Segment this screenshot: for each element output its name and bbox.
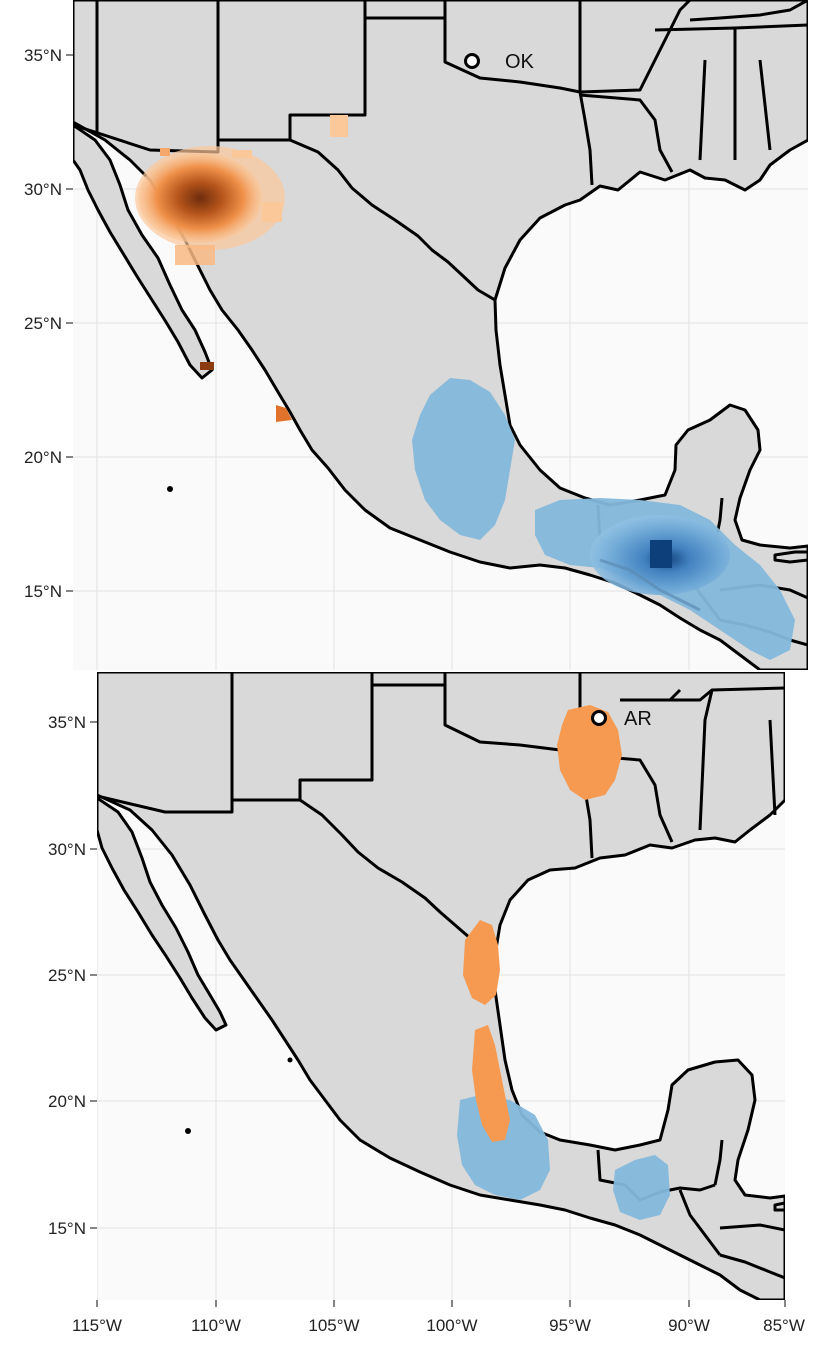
- range-orange-nayarit: [276, 405, 292, 422]
- state-label: AR: [624, 708, 652, 730]
- lon-tick-label: 85°W: [763, 1316, 805, 1335]
- range-blue-chiapas: [613, 1155, 670, 1220]
- lon-tick-label: 95°W: [549, 1316, 591, 1335]
- lat-tick-label: 20°N: [24, 448, 62, 467]
- state-label: OK: [505, 51, 535, 73]
- range-orange-tamaulipas: [463, 920, 500, 1005]
- range-orange-veracruz: [472, 1025, 510, 1142]
- lat-tick-label: 30°N: [24, 180, 62, 199]
- range-blue-top: [412, 378, 795, 660]
- islands: [185, 1057, 293, 1134]
- state-marker-ok: OK: [464, 51, 535, 73]
- lat-axis-bottom: 35°N 30°N 25°N 20°N 15°N: [48, 713, 97, 1238]
- lat-tick-label: 35°N: [48, 713, 86, 732]
- lon-tick-label: 100°W: [426, 1316, 477, 1335]
- lon-tick-label: 90°W: [668, 1316, 710, 1335]
- landmass: [97, 672, 785, 1300]
- lat-tick-label: 30°N: [48, 840, 86, 859]
- lat-tick-label: 15°N: [48, 1219, 86, 1238]
- bottom-map-panel: AR 35°N 30°N 25°N 20°N 15°N 115°W 110°W: [48, 672, 805, 1335]
- range-orange-top: [135, 115, 348, 422]
- range-orange-west-texas: [330, 115, 348, 137]
- lon-tick-label: 115°W: [72, 1316, 122, 1335]
- lon-tick-label: 105°W: [308, 1316, 359, 1335]
- state-marker-ar: AR: [591, 708, 652, 730]
- range-blue-bottom: [457, 1095, 670, 1220]
- lon-axis: 115°W 110°W 105°W 100°W 95°W 90°W 85°W: [72, 1300, 805, 1335]
- lat-tick-label: 15°N: [24, 582, 62, 601]
- range-blue-veracruz: [457, 1095, 550, 1200]
- lat-tick-label: 20°N: [48, 1092, 86, 1111]
- lat-axis-top: 35°N 30°N 25°N 20°N 15°N: [24, 46, 73, 601]
- lat-tick-label: 25°N: [48, 966, 86, 985]
- top-map-panel: OK 35°N 30°N 25°N 20°N 15°N: [24, 0, 808, 670]
- range-orange-arkansas: [557, 705, 622, 800]
- lat-tick-label: 25°N: [24, 314, 62, 333]
- lon-tick-label: 110°W: [191, 1316, 241, 1335]
- range-blue-central-mexico: [412, 378, 515, 540]
- lat-tick-label: 35°N: [24, 46, 62, 65]
- range-orange-baja: [200, 362, 214, 370]
- range-orange-bottom: [463, 705, 622, 1142]
